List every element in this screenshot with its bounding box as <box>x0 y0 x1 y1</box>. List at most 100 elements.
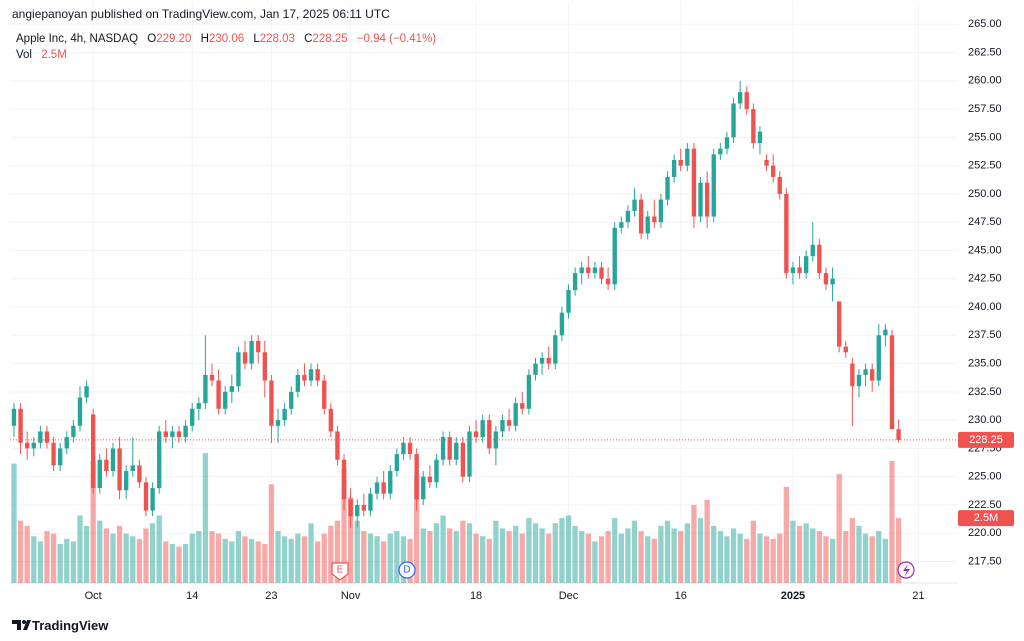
event-d[interactable]: D <box>398 561 416 579</box>
last-price-label: 228.25 <box>969 434 1003 446</box>
candle-body <box>236 352 241 387</box>
grid <box>10 2 958 583</box>
volume-bar <box>618 533 624 583</box>
candle-body <box>84 386 89 398</box>
volume-bar <box>163 541 169 583</box>
volume-bar <box>156 515 162 583</box>
y-tick-label: 262.50 <box>968 46 1002 58</box>
candle-body <box>691 148 697 217</box>
candle-body <box>282 408 287 421</box>
volume-bar <box>816 531 823 583</box>
candle-body <box>784 193 789 274</box>
candle-body <box>434 459 439 483</box>
volume-bar <box>381 541 387 583</box>
event-e[interactable]: E <box>331 562 349 581</box>
candle-body <box>652 216 657 223</box>
volume-bar <box>209 531 215 583</box>
candle-body <box>289 391 294 409</box>
x-tick-label: 23 <box>265 590 277 602</box>
candle-body <box>315 369 320 381</box>
candle-body <box>612 227 617 285</box>
candle-body <box>764 159 769 166</box>
volume-bar <box>519 533 525 583</box>
y-tick-label: 240.00 <box>968 301 1002 313</box>
volume-bar <box>704 499 710 583</box>
candle-body <box>341 459 347 500</box>
volume-bar <box>275 531 281 583</box>
candle-body <box>797 267 802 274</box>
volume-bar <box>645 536 651 583</box>
volume-bar <box>149 523 156 583</box>
legend-low: 228.03 <box>259 33 295 45</box>
volume-bar <box>664 520 671 583</box>
candle-body <box>632 199 637 211</box>
candle-body <box>856 374 862 387</box>
event-flash[interactable] <box>897 561 915 579</box>
candle-body <box>163 431 168 438</box>
candle-body <box>295 374 301 392</box>
volume-bar <box>24 525 30 583</box>
legend-main: Apple Inc, 4h, NASDAQ O229.20 H230.06 L2… <box>16 33 436 45</box>
volume-bar <box>711 525 717 583</box>
y-tick-label: 220.00 <box>968 527 1002 539</box>
legend-volume-value: 2.5M <box>41 49 67 61</box>
volume-bar <box>810 528 816 583</box>
candle-body <box>619 222 624 228</box>
legend-volume-label: Vol <box>16 49 32 61</box>
volume-bar <box>829 538 836 583</box>
volume-bar <box>189 533 195 583</box>
y-tick-label: 217.50 <box>968 555 1002 567</box>
candle-body <box>467 431 472 477</box>
volume-bar <box>130 536 136 583</box>
y-tick-label: 260.00 <box>968 75 1002 87</box>
volume-bar <box>856 525 862 583</box>
candle-body <box>566 290 571 313</box>
volume-bar <box>169 544 176 583</box>
volume-bar <box>11 463 17 583</box>
volume-bar <box>400 536 407 583</box>
candle-body <box>223 391 228 409</box>
volume-bar <box>447 528 453 583</box>
volume-bar <box>466 523 473 583</box>
candle-body <box>658 199 664 223</box>
candle-body <box>355 504 360 517</box>
candle-body <box>117 448 122 491</box>
candle-body <box>91 414 96 488</box>
legend-high: 230.06 <box>208 33 245 45</box>
y-tick-label: 242.50 <box>968 273 1002 285</box>
volume-bar <box>77 515 83 583</box>
volume-bar <box>176 546 182 583</box>
y-tick-label: 230.00 <box>968 414 1002 426</box>
candle-body <box>170 431 175 438</box>
volume-bar <box>684 523 690 583</box>
candle-body <box>381 482 386 494</box>
volume-bar <box>453 531 459 583</box>
candle-body <box>500 420 505 432</box>
y-tick-label: 252.50 <box>968 160 1002 172</box>
volume-bar <box>592 541 598 583</box>
candle-body <box>737 92 743 104</box>
candle-body <box>394 454 400 472</box>
candle-body <box>190 408 195 426</box>
candle-body <box>460 442 466 477</box>
volume-bar <box>262 544 268 583</box>
volume-bar <box>843 531 849 583</box>
y-tick-label: 225.00 <box>968 471 1002 483</box>
volume-bar <box>750 520 756 583</box>
volume-bar <box>559 518 565 583</box>
volume-bar <box>849 518 856 583</box>
y-tick-label: 250.00 <box>968 188 1002 200</box>
candle-body <box>203 374 208 404</box>
volume-bar <box>202 453 209 583</box>
volume-bar <box>737 533 743 583</box>
volume-bar <box>182 544 189 583</box>
candle-body <box>770 165 776 177</box>
volume-bar <box>301 536 308 583</box>
candle-body <box>671 159 677 177</box>
volume-bar <box>222 538 228 583</box>
volume-bar <box>17 520 24 583</box>
legend-volume: Vol 2.5M <box>16 49 67 61</box>
volume-bar <box>493 520 499 583</box>
header: angiepanoyan published on TradingView.co… <box>12 7 390 21</box>
candle-body <box>823 273 829 285</box>
